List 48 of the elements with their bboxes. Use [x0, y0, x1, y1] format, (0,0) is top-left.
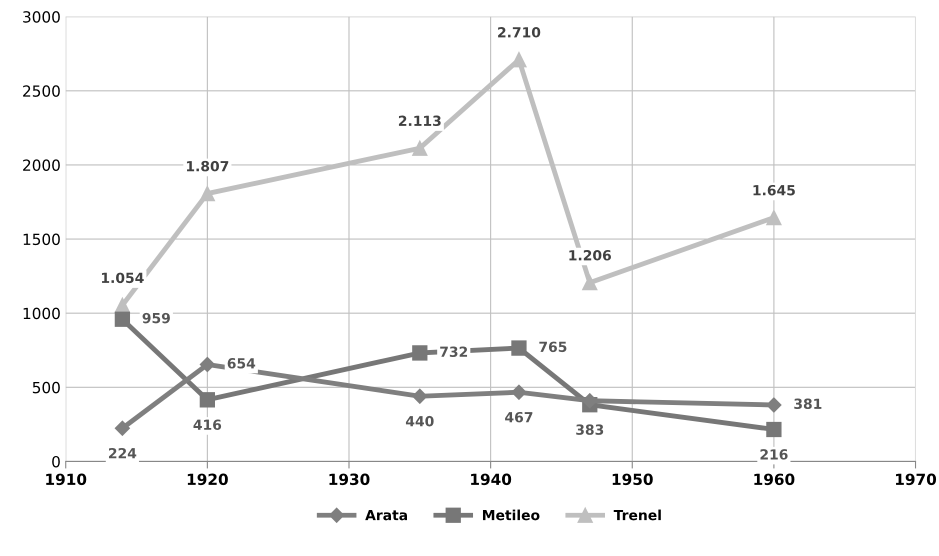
data-label: 765 [539, 342, 566, 352]
x-tick-label: 1950 [612, 474, 653, 486]
x-tick-label: 1930 [329, 474, 370, 486]
data-label: 654 [228, 358, 256, 369]
data-label: 1.054 [102, 272, 144, 284]
data-label: 732 [440, 346, 468, 357]
data-label: 959 [142, 312, 170, 324]
data-label: 2.710 [498, 27, 540, 38]
point [412, 388, 428, 404]
y-tick-label: 2500 [23, 85, 60, 97]
point [511, 340, 527, 356]
point [766, 210, 782, 226]
point [766, 397, 782, 413]
x-tick-label: 1910 [46, 474, 86, 486]
x-tick-label: 1920 [188, 474, 228, 486]
data-label: 1.807 [186, 160, 228, 172]
point [114, 312, 130, 327]
data-label: 224 [108, 448, 136, 458]
x-tick-label: 1940 [471, 474, 512, 486]
y-tick-label: 1500 [24, 234, 60, 246]
x-tick-label: 1970 [896, 474, 936, 486]
data-label: 467 [505, 412, 532, 422]
point [766, 422, 782, 438]
y-tick-label: 2000 [23, 159, 60, 171]
point [200, 356, 215, 372]
data-label: 381 [794, 398, 822, 410]
point [412, 140, 428, 156]
point [582, 275, 598, 290]
legend-label: Trenel [614, 510, 661, 520]
y-tick-label: 1000 [24, 308, 60, 320]
data-label: 2.113 [398, 116, 441, 126]
point [412, 345, 428, 361]
point [114, 420, 130, 436]
y-tick-label: 500 [32, 382, 60, 394]
data-label: 440 [406, 416, 434, 426]
point [200, 186, 215, 202]
data-label: 1.206 [569, 250, 611, 261]
x-tick-label: 1960 [754, 474, 794, 486]
point [200, 392, 215, 408]
data-label: 216 [760, 449, 788, 460]
data-label: 383 [576, 424, 604, 435]
legend-label: Metileo [482, 510, 540, 520]
point [511, 384, 527, 400]
y-tick-label: 3000 [23, 11, 60, 23]
legend-label: Arata [365, 510, 408, 520]
data-label: 1.645 [753, 184, 795, 196]
data-label: 416 [193, 420, 222, 430]
y-tick-label: 0 [52, 456, 60, 468]
